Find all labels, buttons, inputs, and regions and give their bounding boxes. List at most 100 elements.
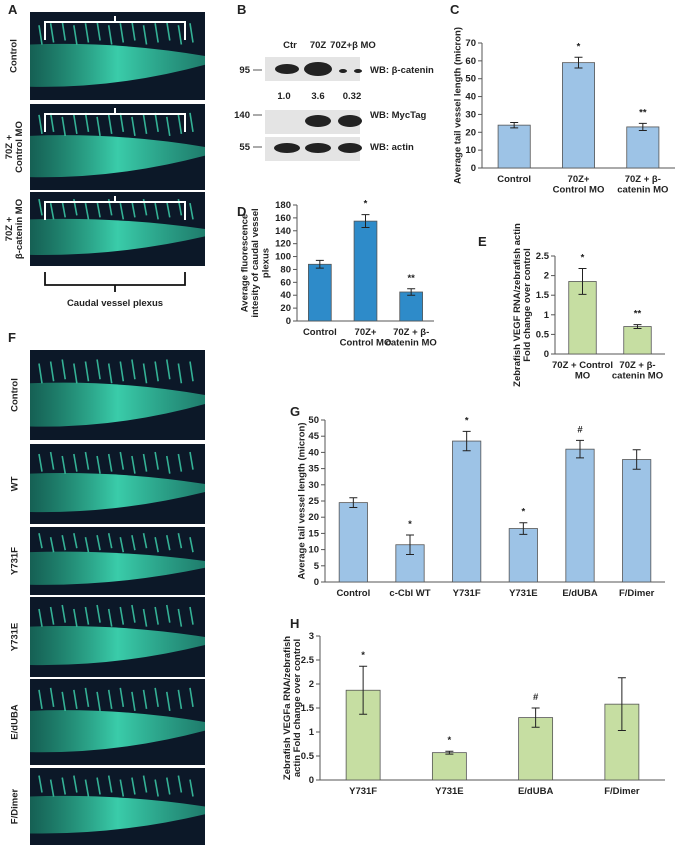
y-tick-label: 120 <box>275 239 291 250</box>
vessel <box>49 606 55 625</box>
vessel <box>61 200 67 218</box>
bracket <box>44 16 186 40</box>
band <box>305 115 331 127</box>
vessel <box>177 775 183 793</box>
marker-label: 140 <box>234 110 250 121</box>
vessel <box>165 777 171 795</box>
y-tick-label: 70 <box>465 38 476 49</box>
vessel <box>131 535 136 551</box>
vessel <box>119 202 125 220</box>
vessel <box>131 116 136 136</box>
vessel <box>165 116 171 136</box>
panel-letter: H <box>290 616 299 631</box>
fish-vessels <box>30 710 205 753</box>
vessel <box>61 359 67 380</box>
vessel <box>38 363 43 384</box>
vessel <box>84 23 90 43</box>
lane-label: 70Z <box>310 40 327 51</box>
band <box>338 115 362 127</box>
x-tick-label: Y731E <box>509 588 538 599</box>
y-tick-label: 40 <box>308 447 319 458</box>
lane-label: Ctr <box>283 40 297 51</box>
vessel <box>119 23 125 43</box>
vessel <box>49 779 55 797</box>
annotation: * <box>465 415 469 426</box>
y-tick-label: 2.5 <box>536 251 550 262</box>
error-bar <box>349 497 358 508</box>
y-tick-label: 1 <box>544 310 550 321</box>
vessel <box>61 604 67 623</box>
vessel <box>142 608 148 627</box>
error-bar <box>445 750 454 755</box>
vessel <box>107 363 113 384</box>
bracket <box>44 272 186 292</box>
vessel <box>119 606 125 625</box>
annotation: * <box>448 735 452 746</box>
vessel <box>177 608 183 627</box>
vessel <box>165 359 171 380</box>
vessel <box>142 363 148 384</box>
y-tick-label: 160 <box>275 213 291 224</box>
y-axis-label: Zebrafish VEGF RNA/zebrafish actinFold c… <box>511 223 532 387</box>
y-tick-label: 3 <box>309 631 314 642</box>
vessel <box>165 21 171 41</box>
error-bar <box>531 707 540 728</box>
vessel <box>38 198 43 216</box>
annotation: ** <box>639 107 647 118</box>
vessel <box>131 21 136 41</box>
vessel <box>142 689 148 709</box>
y-tick-label: 20 <box>280 303 291 314</box>
vessel <box>49 451 55 470</box>
y-tick-label: 2 <box>544 271 549 282</box>
vessel <box>131 691 136 711</box>
bracket <box>44 196 186 220</box>
y-tick-label: 10 <box>465 145 476 156</box>
vessel <box>165 200 171 218</box>
vessel <box>96 455 101 474</box>
vessel <box>96 604 101 623</box>
vessel <box>107 453 113 472</box>
bar <box>338 502 368 583</box>
image-label: F/Dimer <box>10 789 21 825</box>
annotation: * <box>521 507 525 518</box>
band <box>275 64 299 74</box>
vessel <box>84 202 90 220</box>
image-label: Control <box>9 39 20 73</box>
fish-vessels <box>30 43 205 87</box>
vessel <box>119 779 125 797</box>
y-tick-label: 0.5 <box>301 751 315 762</box>
bar <box>497 124 531 169</box>
vessel <box>189 606 194 625</box>
error-bar <box>578 268 587 295</box>
x-tick-label: 70Z+ Control MO <box>553 174 605 195</box>
vessel <box>38 775 43 793</box>
fish-vessels <box>30 472 205 513</box>
bar <box>508 528 538 583</box>
y-tick-label: 1.5 <box>536 290 550 301</box>
error-bar <box>407 288 416 296</box>
bar <box>399 291 423 322</box>
fish-vessels <box>30 795 205 834</box>
vessel <box>177 453 183 472</box>
y-tick-label: 30 <box>308 480 319 491</box>
vessel <box>49 112 55 132</box>
bar <box>562 62 595 169</box>
vessel <box>84 779 90 797</box>
x-tick-label: Control <box>303 327 337 338</box>
y-axis-label: Average tail vessel length (micron) <box>297 423 308 580</box>
vessel <box>107 114 113 134</box>
error-bar <box>406 534 414 555</box>
vessel <box>177 689 183 709</box>
vessel <box>154 112 159 132</box>
x-tick-label: Y731F <box>349 786 377 797</box>
vessel <box>96 116 101 136</box>
image-label: Y731E <box>10 623 21 652</box>
panel-letter: G <box>290 404 300 419</box>
vessel <box>38 114 43 134</box>
x-tick-label: 70Z + Control MO <box>552 360 613 381</box>
vessel <box>177 25 183 45</box>
y-axis-label: Average fluorescenceintesity of caudal v… <box>239 208 271 317</box>
bar <box>353 220 378 322</box>
vessel <box>96 200 101 218</box>
vessel <box>73 114 78 134</box>
